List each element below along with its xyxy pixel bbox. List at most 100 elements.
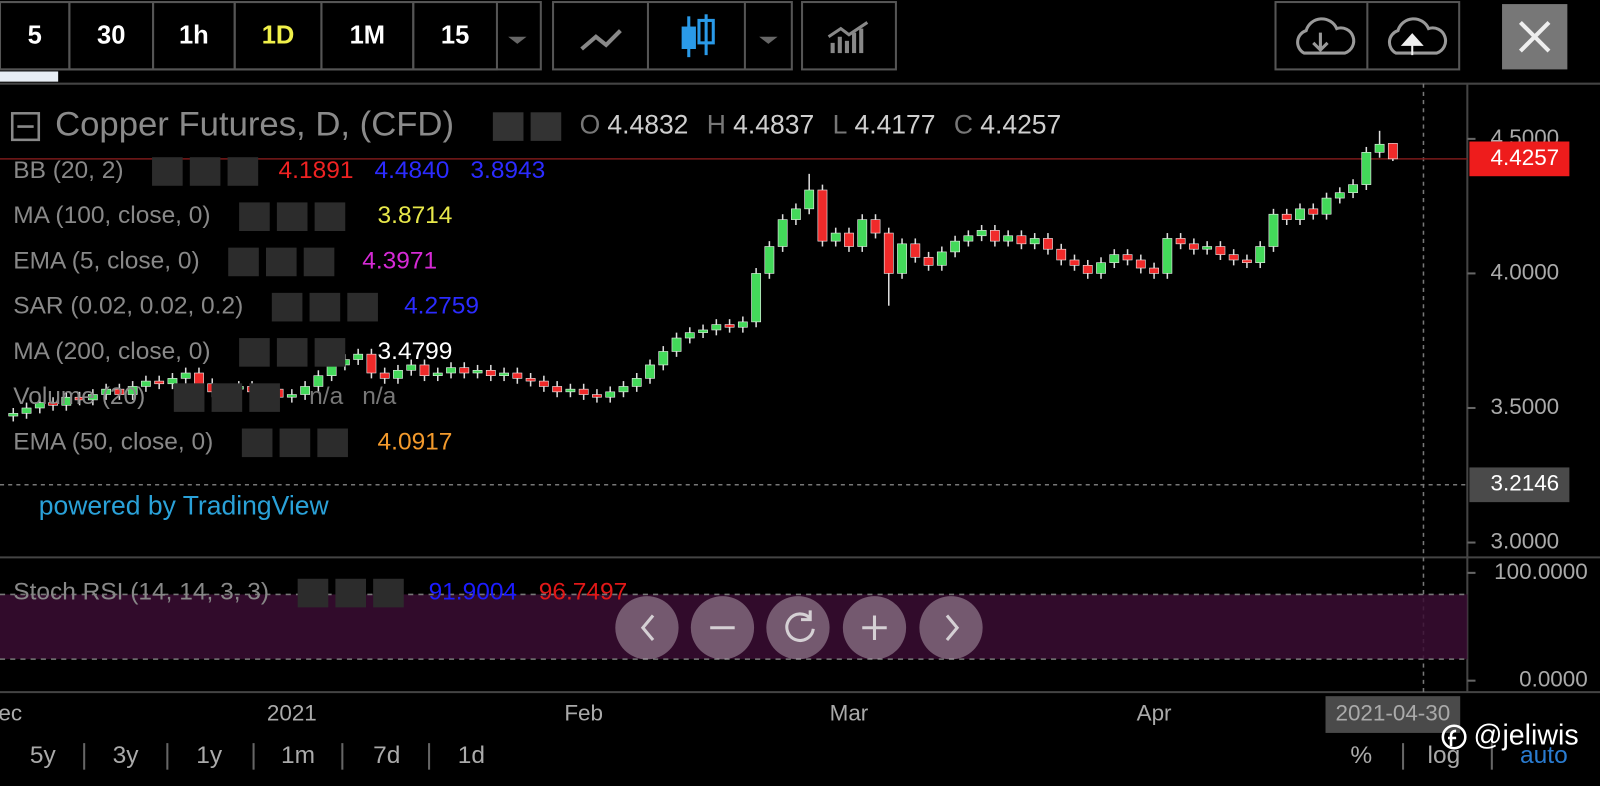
nav-button[interactable] [615, 596, 679, 660]
candle-body [525, 378, 536, 382]
logo-icon [1441, 724, 1467, 750]
gear-icon[interactable] [276, 202, 308, 232]
study-name: BB (20, 2) [13, 157, 123, 184]
eye-icon[interactable] [239, 202, 270, 232]
eye-icon[interactable] [297, 578, 329, 608]
gear-icon[interactable] [265, 247, 297, 277]
range-button[interactable]: 1y [196, 742, 223, 769]
range-button[interactable]: 5y [30, 742, 57, 769]
ohlc-value: 4.4177 [854, 110, 935, 140]
remove-icon[interactable] [227, 157, 259, 186]
eye-icon[interactable] [173, 383, 205, 412]
interval-label[interactable]: 30 [97, 21, 125, 49]
gear-icon[interactable] [335, 578, 367, 608]
candle-body [1242, 259, 1252, 263]
nav-icon [640, 614, 655, 642]
scale-option[interactable]: % [1350, 742, 1372, 769]
close-icon [1518, 21, 1551, 53]
range-button[interactable]: 1d [458, 742, 485, 769]
gear-icon[interactable] [530, 112, 562, 141]
candle-body [101, 388, 112, 395]
interval-label[interactable]: 1M [350, 21, 385, 49]
eye-icon[interactable] [228, 247, 259, 277]
interval-label[interactable]: 15 [441, 21, 469, 49]
candle-body [180, 372, 191, 379]
ohlc-label: H [707, 110, 726, 140]
remove-icon[interactable] [317, 428, 348, 458]
candle-chart-icon[interactable] [681, 14, 715, 58]
gear-icon[interactable] [276, 338, 308, 367]
gear-icon[interactable] [211, 383, 243, 412]
interval-label[interactable]: 5 [28, 21, 42, 49]
nav-icon [862, 615, 887, 641]
candle-body [565, 388, 576, 393]
navigation-buttons [615, 596, 983, 660]
eye-icon[interactable] [239, 338, 270, 367]
study-value: 3.8714 [378, 202, 453, 229]
candle-body [499, 372, 509, 376]
candle-body [870, 219, 881, 234]
candle-body [1096, 262, 1106, 274]
interval-button[interactable] [412, 1, 498, 71]
candle-body [485, 370, 496, 376]
candle-body [857, 219, 868, 247]
candle-body [1295, 208, 1305, 220]
candle-body [724, 324, 735, 328]
gear-icon[interactable] [189, 157, 221, 186]
line-chart-icon[interactable] [580, 29, 622, 51]
indicators-icon[interactable] [827, 21, 869, 54]
range-button[interactable]: 7d [373, 742, 400, 769]
remove-icon[interactable] [347, 292, 378, 322]
remove-icon[interactable] [249, 383, 280, 412]
nav-button[interactable] [766, 596, 830, 660]
range-button[interactable]: 3y [113, 742, 140, 769]
candle-body [1003, 235, 1014, 242]
scale-option[interactable]: log [1428, 742, 1461, 769]
candle-body [618, 386, 629, 393]
study-name: Volume (20) [13, 383, 145, 410]
candle-body [393, 370, 403, 379]
candle-body [605, 391, 616, 398]
interval-label[interactable]: 1D [262, 21, 295, 49]
legend: Copper Futures, D, (CFD) powered by Trad… [10, 106, 1061, 520]
gear-icon[interactable] [279, 428, 311, 458]
candle-body [671, 337, 682, 352]
remove-icon[interactable] [314, 202, 346, 232]
candle-body [1387, 143, 1398, 160]
toolbar: 5 30 1h 1D 1M 15 [0, 1, 1568, 82]
range-button[interactable]: 1m [281, 742, 315, 769]
candle-body [1175, 238, 1186, 245]
collapse-icon[interactable] [10, 112, 41, 142]
remove-icon[interactable] [373, 578, 404, 608]
study-value: 4.3971 [362, 247, 437, 274]
nav-button[interactable] [919, 596, 983, 660]
eye-icon[interactable] [241, 428, 273, 458]
x-tick-label: Mar [830, 700, 869, 725]
candle-body [446, 367, 456, 374]
y-tick-label: 3.0000 [1491, 528, 1560, 553]
eye-icon[interactable] [492, 112, 524, 141]
candle-body [1029, 238, 1040, 245]
indicators-group [801, 1, 897, 71]
remove-icon[interactable] [303, 247, 335, 277]
scale-option[interactable]: auto [1520, 742, 1568, 769]
dropdown-arrow[interactable] [508, 36, 527, 44]
candle-body [963, 235, 974, 242]
eye-icon[interactable] [271, 292, 303, 322]
candle-body [844, 232, 854, 247]
y-tick-label: 3.5000 [1491, 394, 1560, 419]
candle-body [1228, 254, 1239, 261]
dropdown-arrow[interactable] [759, 36, 778, 44]
remove-icon[interactable] [314, 338, 346, 367]
candle-body [578, 388, 589, 395]
bottom-bar: 5y 3y 1y 1m 7d 1d% log auto@jeliwis [30, 720, 1579, 770]
candle-body [1162, 238, 1173, 274]
cloud-download-icon[interactable] [1296, 17, 1356, 55]
y-tick-label: 4.0000 [1491, 259, 1560, 284]
eye-icon[interactable] [152, 157, 183, 186]
candle-body [379, 372, 390, 379]
interval-label[interactable]: 1h [179, 21, 209, 49]
gear-icon[interactable] [309, 292, 341, 322]
cloud-upload-icon[interactable] [1387, 17, 1448, 56]
candle-body [936, 251, 947, 266]
